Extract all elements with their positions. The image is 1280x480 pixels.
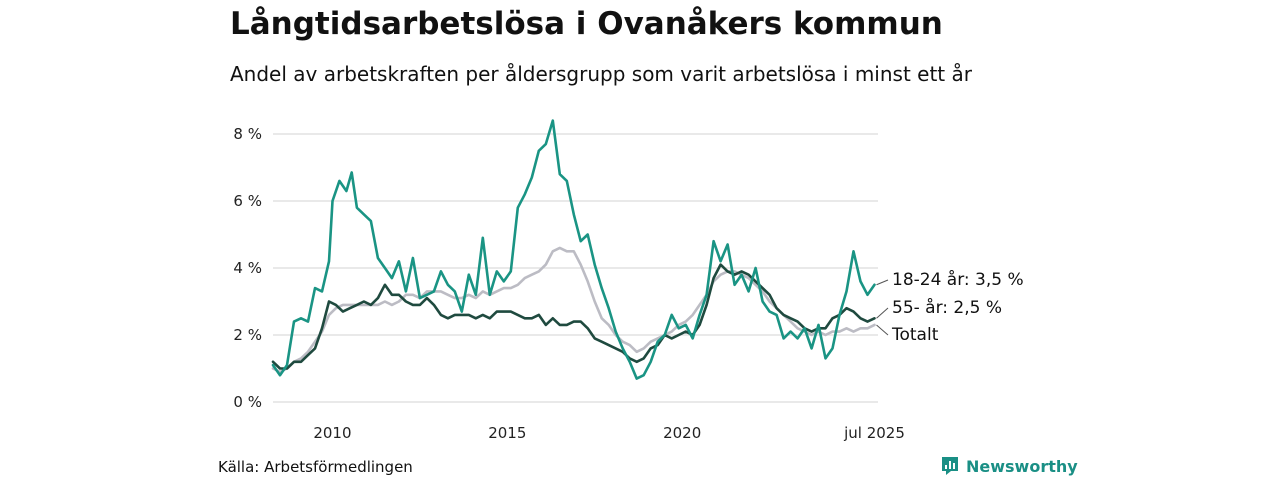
series-end-label: 55- år: 2,5 %	[892, 297, 1002, 318]
y-axis-tick-labels: 0 % 2 % 4 % 6 % 8 %	[233, 125, 262, 411]
x-tick-label: jul 2025	[843, 424, 905, 442]
source-note: Källa: Arbetsförmedlingen	[218, 458, 413, 476]
x-tick-label: 2015	[488, 424, 526, 442]
label-connector	[876, 307, 889, 319]
brand-logo[interactable]: Newsworthy	[940, 456, 1078, 476]
label-connector	[876, 279, 889, 286]
x-tick-label: 2010	[313, 424, 351, 442]
grid-lines	[273, 133, 878, 403]
series-end-label: 18-24 år: 3,5 %	[892, 269, 1024, 290]
series-lines	[271, 119, 876, 380]
y-tick-label: 8 %	[233, 125, 262, 143]
y-tick-label: 6 %	[233, 192, 262, 210]
chart-subtitle: Andel av arbetskraften per åldersgrupp s…	[230, 62, 972, 86]
label-connector	[876, 324, 889, 336]
series-end-label: Totalt	[891, 325, 939, 345]
brand-name: Newsworthy	[966, 456, 1078, 476]
y-tick-label: 4 %	[233, 259, 262, 277]
series-line	[271, 246, 876, 374]
x-axis-tick-labels: 2010 2015 2020 jul 2025	[313, 424, 905, 442]
series-end-labels: 18-24 år: 3,5 % 55- år: 2,5 % Totalt	[876, 269, 1024, 345]
y-tick-label: 2 %	[233, 326, 262, 344]
x-tick-label: 2020	[663, 424, 701, 442]
chart-title: Långtidsarbetslösa i Ovanåkers kommun	[230, 6, 943, 42]
bar-chart-speech-bubble-icon	[942, 457, 958, 475]
series-line	[271, 263, 876, 370]
series-line	[271, 119, 876, 380]
y-tick-label: 0 %	[233, 393, 262, 411]
